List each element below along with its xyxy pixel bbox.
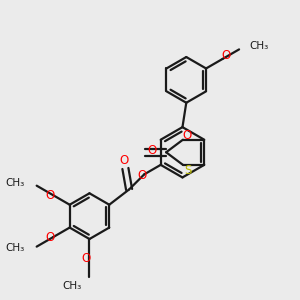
Text: S: S [184,164,191,177]
Text: O: O [148,144,157,157]
Text: CH₃: CH₃ [249,41,268,51]
Text: O: O [46,231,55,244]
Text: O: O [119,154,128,167]
Text: CH₃: CH₃ [5,243,25,253]
Text: CH₃: CH₃ [63,281,82,291]
Text: O: O [46,189,55,202]
Text: O: O [137,169,146,182]
Text: CH₃: CH₃ [5,178,25,188]
Text: O: O [82,252,91,265]
Text: O: O [183,129,192,142]
Text: O: O [221,50,230,62]
